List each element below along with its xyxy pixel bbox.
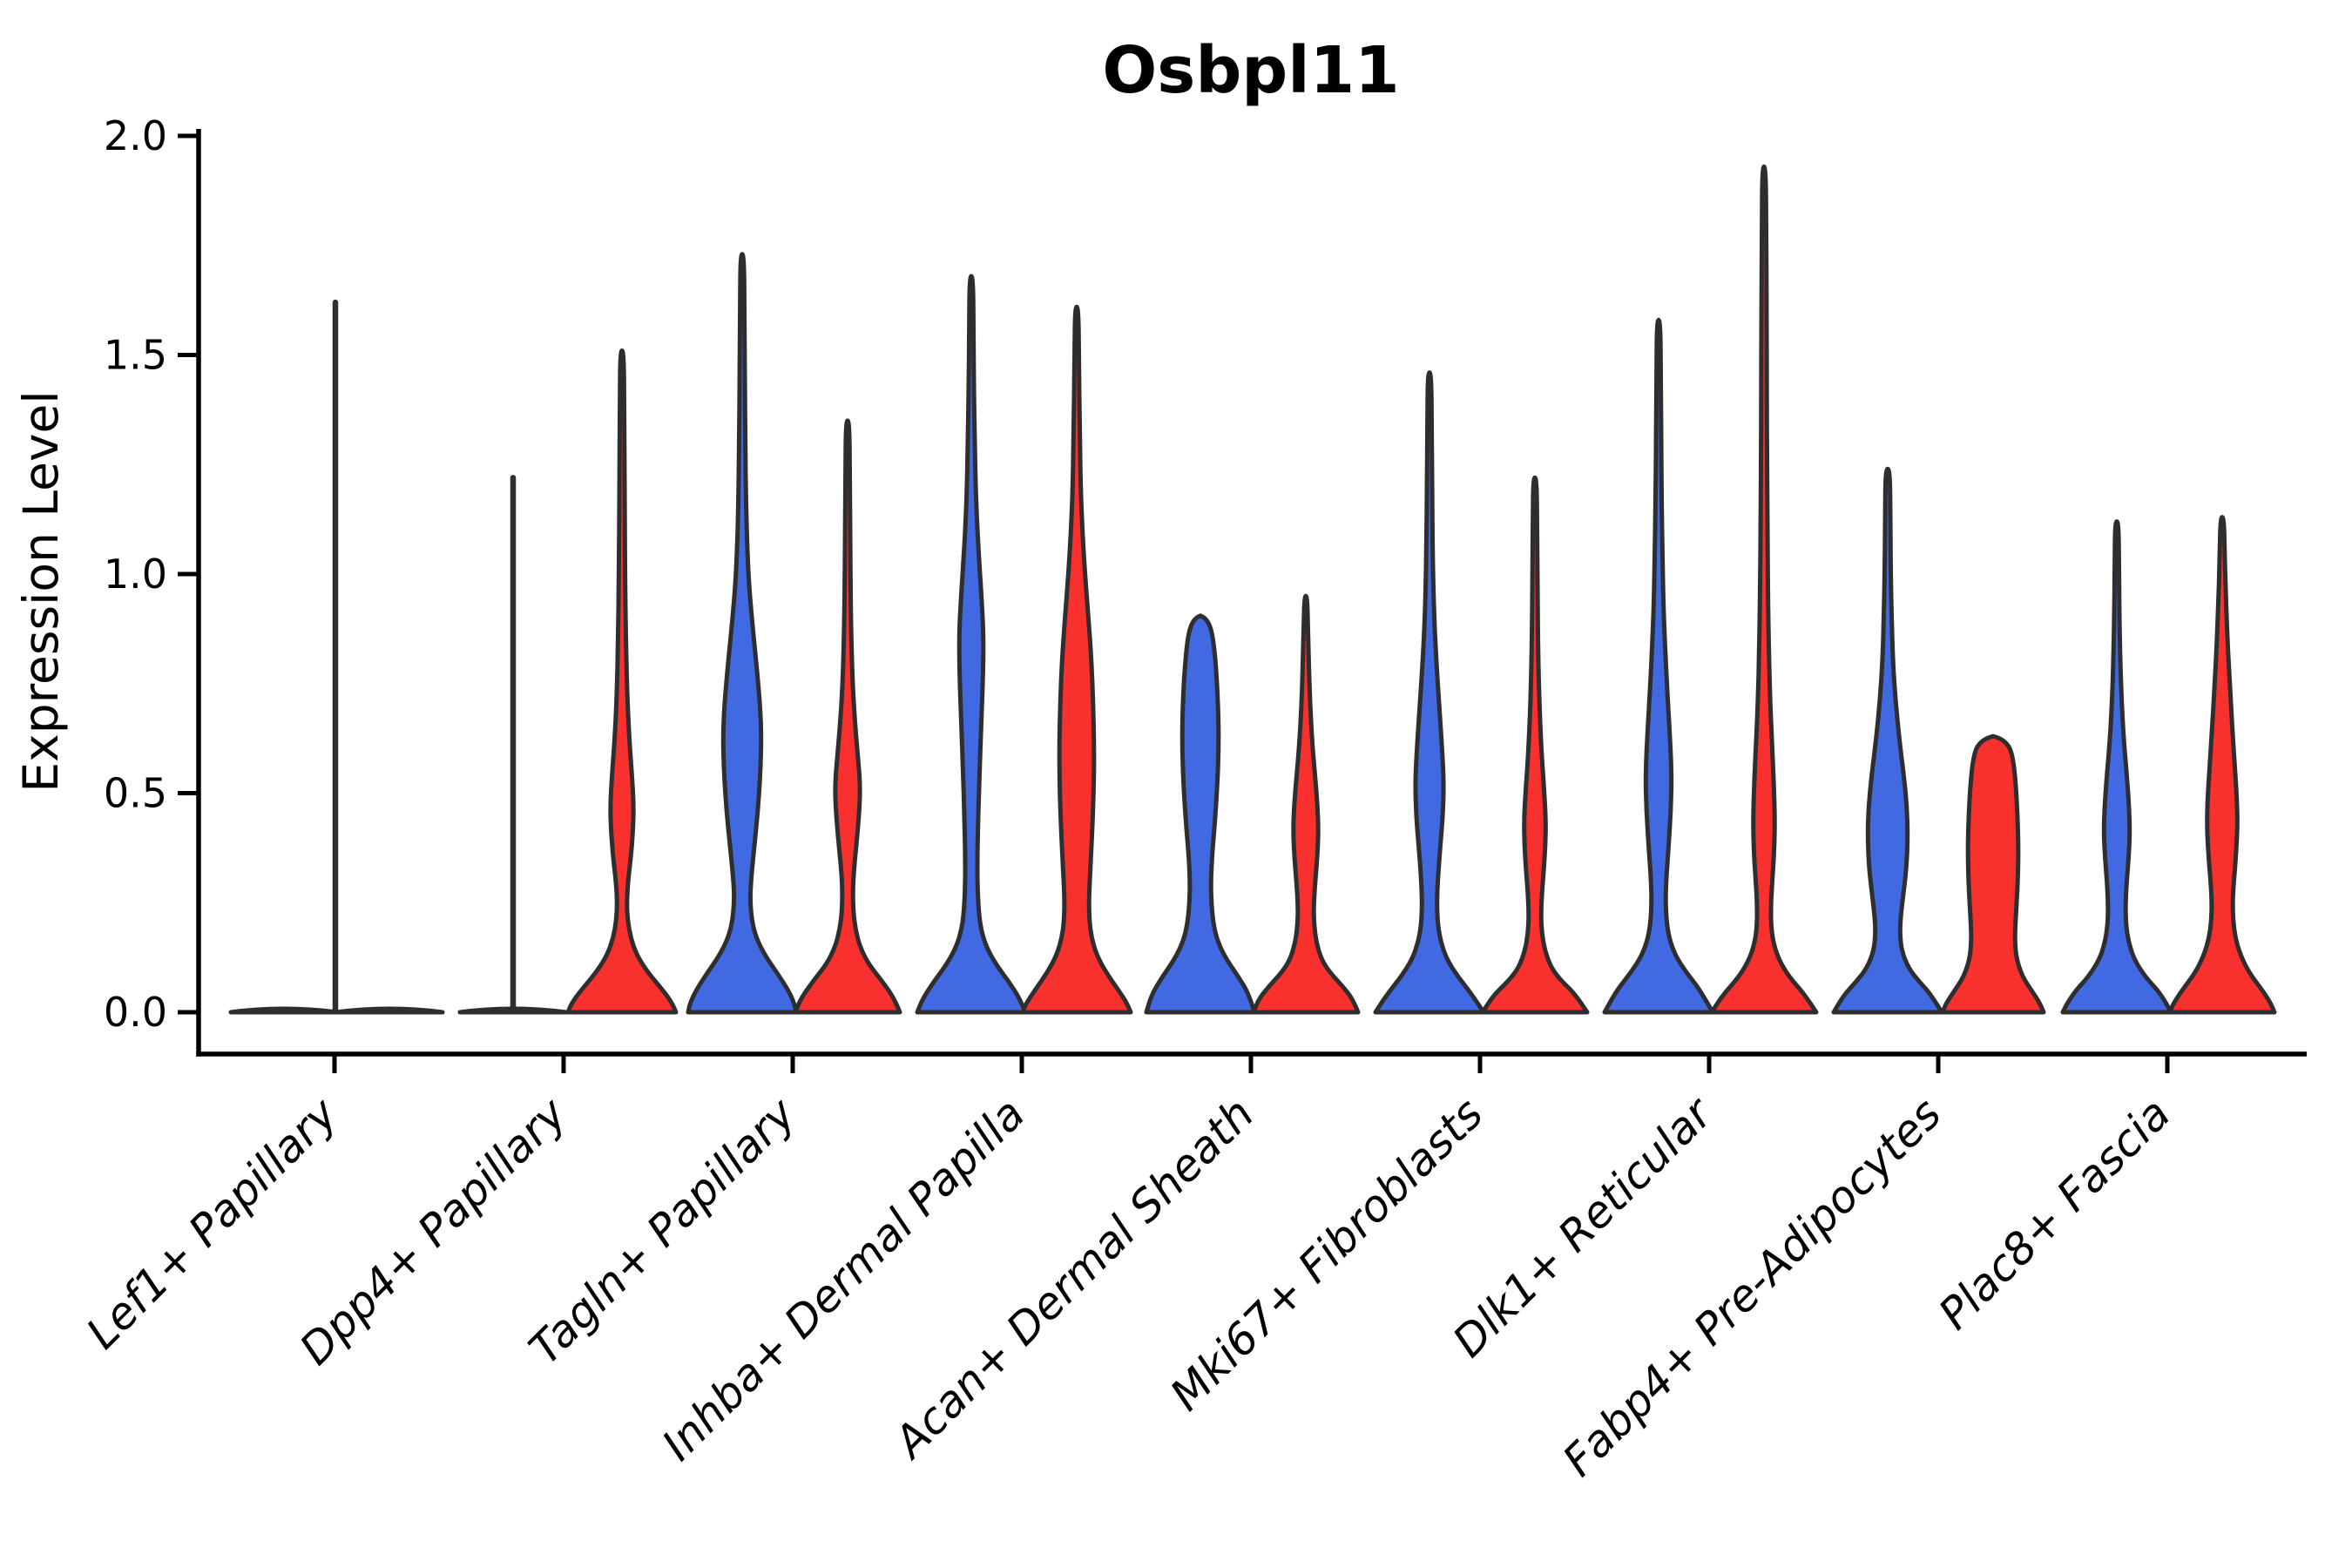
y-tick-label: 0.0 bbox=[104, 989, 167, 1036]
y-axis-label: Expression Level bbox=[13, 390, 69, 792]
violin-4-group-blue bbox=[1144, 613, 1257, 1015]
violin-0-group-red bbox=[334, 1006, 445, 1015]
violin-1-group-red bbox=[565, 348, 679, 1015]
x-category-label: Plac8+ Fascia bbox=[1930, 1088, 2180, 1339]
violin-8-group-red bbox=[2167, 515, 2277, 1015]
y-tick-label: 1.0 bbox=[104, 551, 167, 598]
y-tick-label: 1.5 bbox=[104, 332, 167, 379]
violin-7-group-blue bbox=[1831, 466, 1944, 1015]
violin-3-group-red bbox=[1020, 304, 1133, 1015]
violin-3-group-blue bbox=[915, 274, 1028, 1015]
violin-6-group-red bbox=[1709, 164, 1819, 1015]
violin-8-group-blue bbox=[2060, 519, 2173, 1015]
violin-5-group-blue bbox=[1373, 370, 1486, 1015]
violin-0-group-blue bbox=[228, 1006, 340, 1015]
chart-title: Osbpl11 bbox=[1102, 33, 1399, 108]
y-tick-label: 2.0 bbox=[104, 112, 167, 159]
x-category-label: Fabp4+ Pre-Adipocytes bbox=[1553, 1088, 1951, 1486]
violins bbox=[228, 164, 2277, 1015]
x-category-label: Acan+ Dermal Sheath bbox=[883, 1088, 1264, 1469]
y-tick-label: 0.5 bbox=[104, 770, 167, 817]
violin-2-group-red bbox=[793, 418, 902, 1015]
violin-5-group-red bbox=[1480, 475, 1590, 1015]
x-category-label: Lef1+ Papillary bbox=[77, 1087, 348, 1358]
violin-6-group-blue bbox=[1602, 317, 1715, 1015]
violin-4-group-red bbox=[1251, 593, 1361, 1015]
x-category-label: Inhba+ Dermal Papilla bbox=[652, 1088, 1034, 1470]
violin-2-group-blue bbox=[686, 252, 799, 1015]
violin-7-group-red bbox=[1940, 733, 2046, 1015]
